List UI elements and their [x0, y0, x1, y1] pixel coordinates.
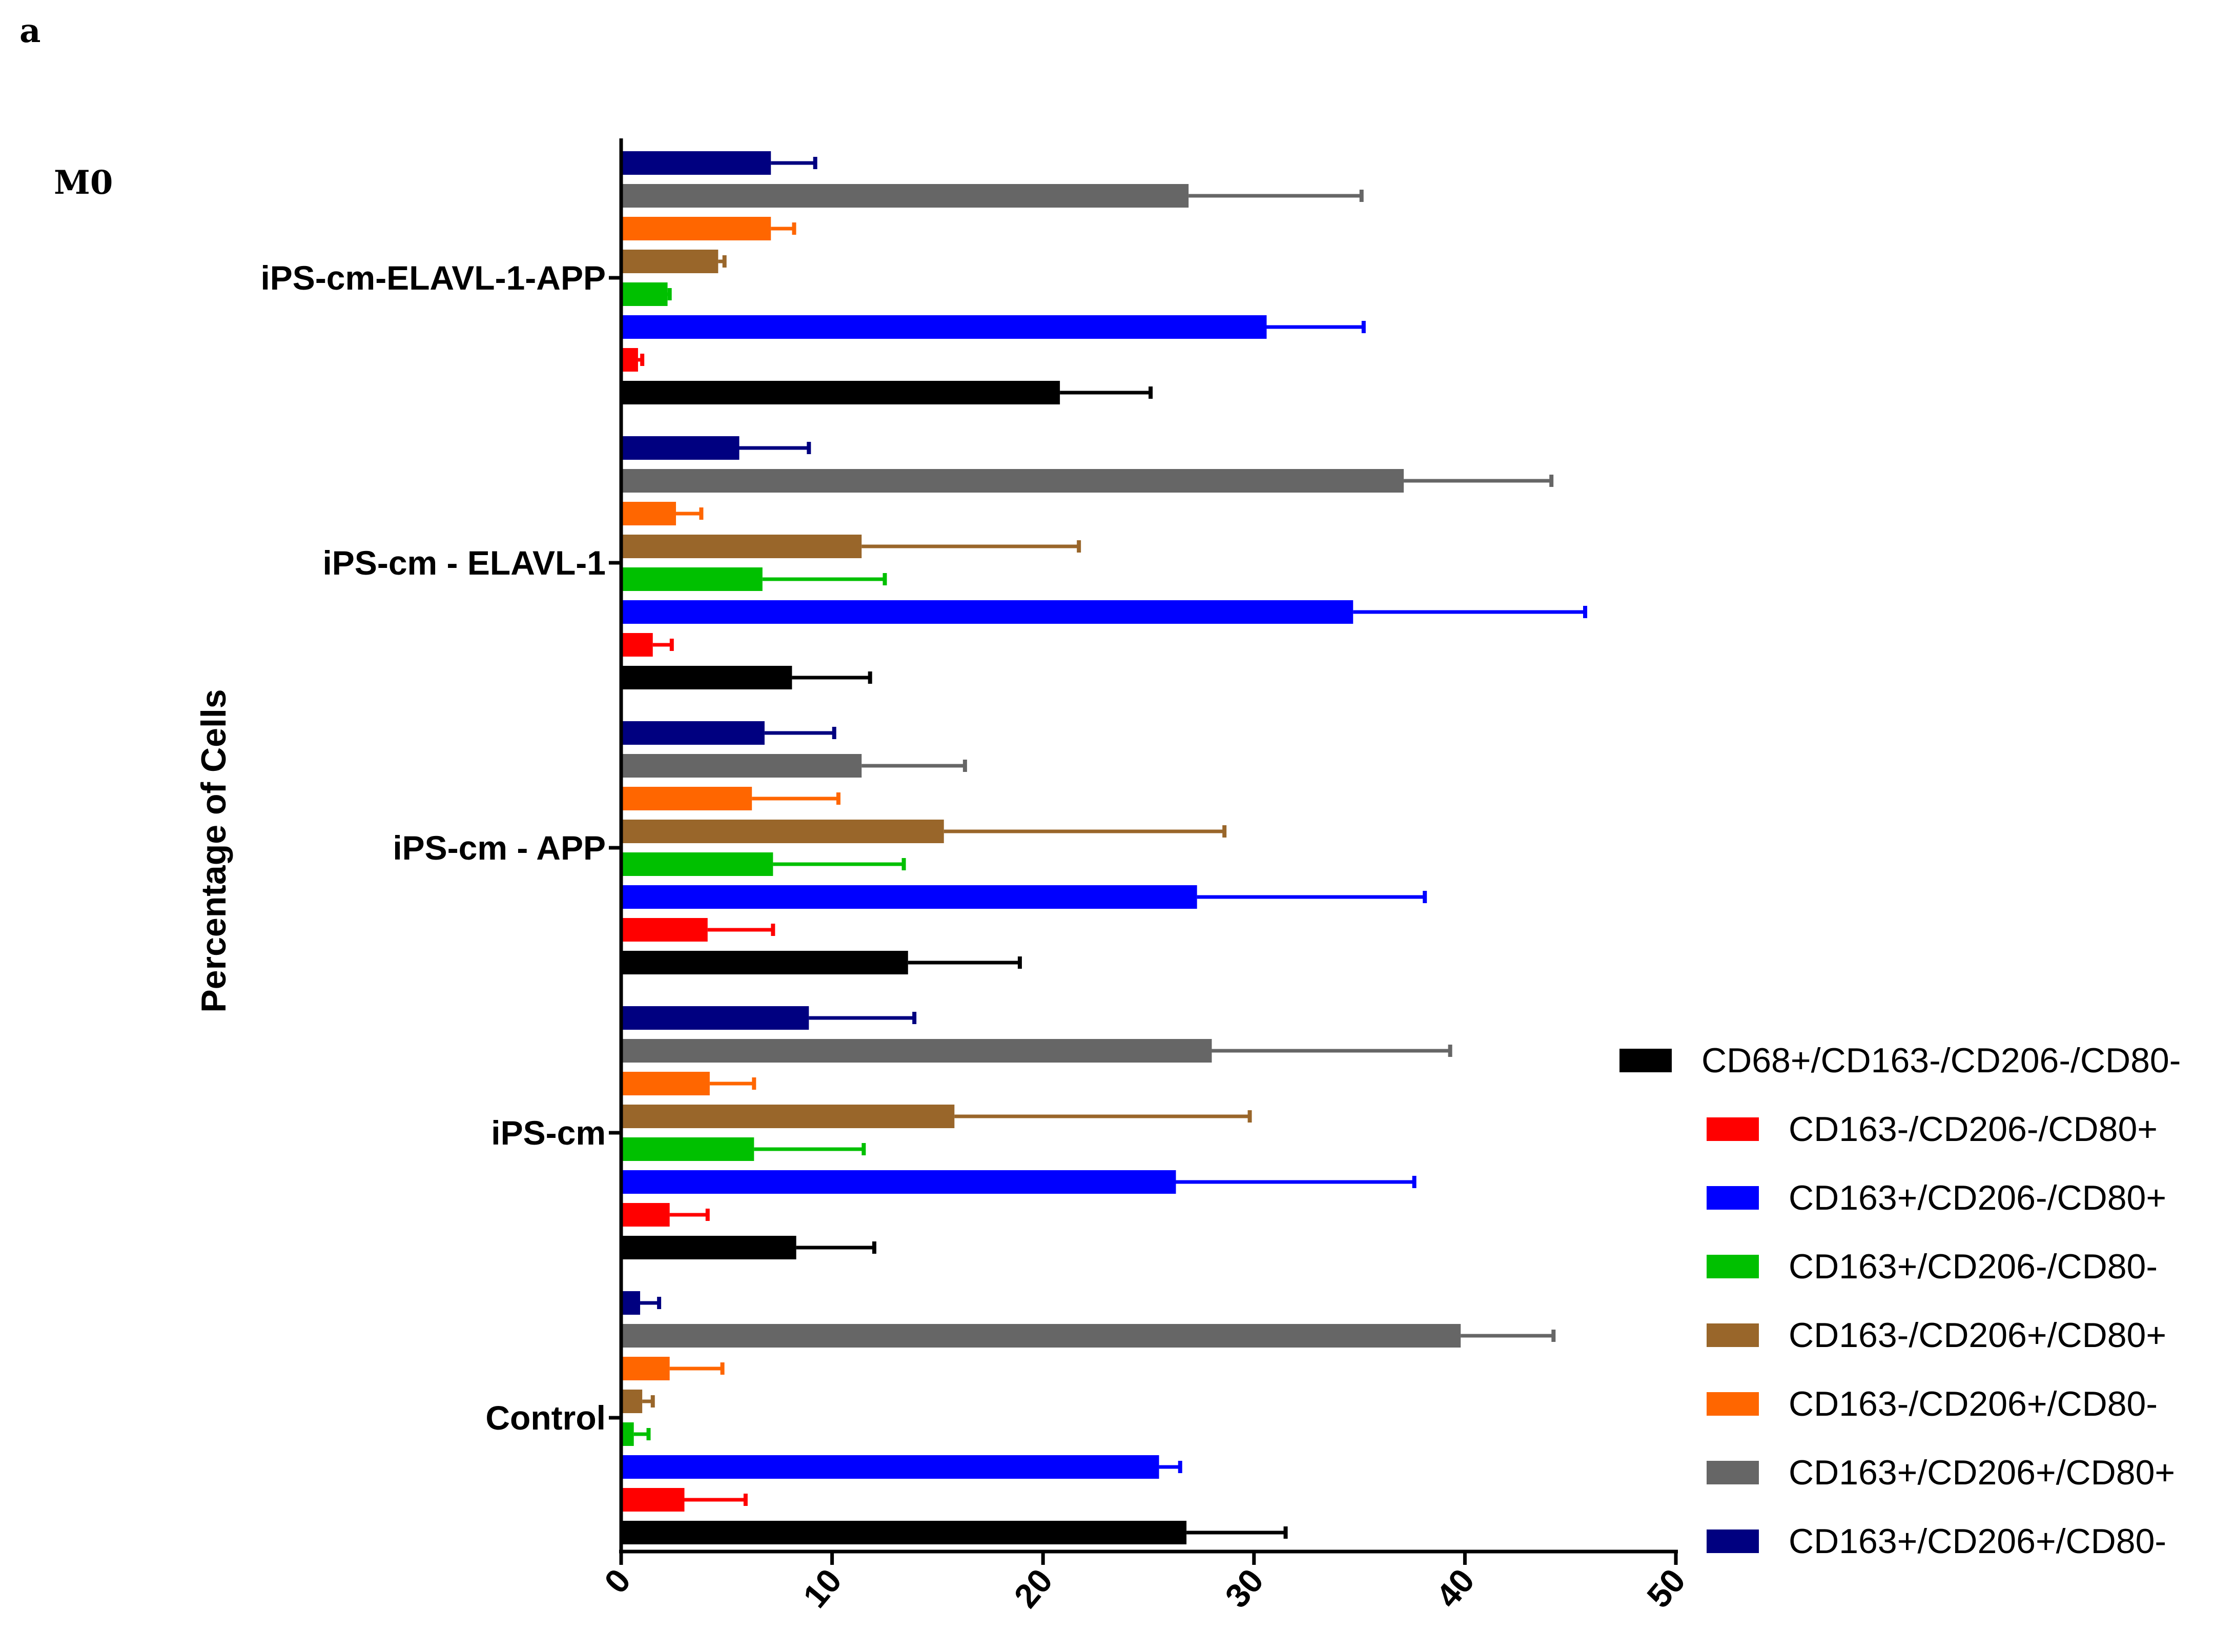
bar-control-cd163-cd206-cd80	[621, 1324, 1461, 1348]
bar-ips-cm-cd163-cd206-cd80	[621, 1137, 754, 1161]
bar-ips-cm-elavl-1-app-cd163-cd206-cd80	[621, 217, 771, 240]
bars-layer	[621, 151, 1588, 1544]
x-tick-label: 20	[1007, 1561, 1060, 1615]
bar-ips-cm-cd163-cd206-cd80	[621, 1006, 809, 1030]
bar-control-cd163-cd206-cd80	[621, 1291, 641, 1315]
bar-ips-cm-app-cd163-cd206-cd80	[621, 754, 862, 778]
bar-ips-cm-elavl-1-cd163-cd206-cd80	[621, 469, 1404, 493]
chart-title: M0	[54, 164, 113, 202]
bar-ips-cm-elavl-1-cd163-cd206-cd80	[621, 633, 653, 657]
legend-swatch-cd163-cd206-cd80	[1707, 1186, 1759, 1210]
legend-label-cd68-cd163-cd206-cd80: CD68+/CD163-/CD206-/CD80-	[1701, 1041, 2181, 1080]
legend-swatch-cd163-cd206-cd80	[1707, 1117, 1759, 1141]
bar-ips-cm-app-cd163-cd206-cd80	[621, 918, 708, 942]
panel-label: a	[19, 12, 40, 50]
legend-swatch-cd163-cd206-cd80	[1707, 1323, 1759, 1347]
legend-label-cd163-cd206-cd80: CD163+/CD206+/CD80-	[1789, 1522, 2166, 1561]
bar-ips-cm-elavl-1-app-cd163-cd206-cd80	[621, 184, 1189, 208]
x-tick-label: 50	[1639, 1561, 1693, 1615]
bar-ips-cm-app-cd163-cd206-cd80	[621, 885, 1197, 909]
legend-swatch-cd163-cd206-cd80	[1707, 1392, 1759, 1416]
bar-ips-cm-elavl-1-app-cd68-cd163-cd206-cd80	[621, 381, 1060, 404]
bar-ips-cm-app-cd163-cd206-cd80	[621, 787, 752, 810]
bar-ips-cm-cd68-cd163-cd206-cd80	[621, 1236, 796, 1259]
bar-ips-cm-elavl-1-cd163-cd206-cd80	[621, 567, 763, 591]
legend-swatch-cd68-cd163-cd206-cd80	[1619, 1049, 1672, 1072]
category-label: iPS-cm - ELAVL-1	[322, 544, 606, 582]
bar-ips-cm-elavl-1-app-cd163-cd206-cd80	[621, 315, 1267, 339]
x-tick-label: 10	[795, 1561, 849, 1615]
legend-label-cd163-cd206-cd80: CD163-/CD206+/CD80-	[1789, 1384, 2158, 1423]
bar-ips-cm-cd163-cd206-cd80	[621, 1170, 1176, 1194]
axes-layer: Control iPS-cm iPS-cm - APP iPS-cm - ELAVL-…	[260, 138, 1693, 1615]
legend-label-cd163-cd206-cd80: CD163+/CD206-/CD80-	[1789, 1247, 2158, 1286]
bar-ips-cm-cd163-cd206-cd80	[621, 1039, 1212, 1063]
bar-ips-cm-app-cd163-cd206-cd80	[621, 721, 765, 745]
bar-ips-cm-elavl-1-cd163-cd206-cd80	[621, 436, 740, 460]
bar-ips-cm-app-cd68-cd163-cd206-cd80	[621, 951, 908, 974]
bar-control-cd163-cd206-cd80	[621, 1422, 634, 1446]
bar-ips-cm-elavl-1-cd163-cd206-cd80	[621, 502, 676, 525]
x-tick-label: 0	[597, 1561, 638, 1600]
bar-ips-cm-elavl-1-cd163-cd206-cd80	[621, 600, 1353, 624]
bar-ips-cm-cd163-cd206-cd80	[621, 1203, 670, 1227]
bar-ips-cm-elavl-1-app-cd163-cd206-cd80	[621, 282, 668, 306]
bar-ips-cm-elavl-1-app-cd163-cd206-cd80	[621, 250, 719, 273]
category-label: iPS-cm	[491, 1114, 606, 1152]
bar-control-cd68-cd163-cd206-cd80	[621, 1521, 1187, 1544]
legend-label-cd163-cd206-cd80: CD163-/CD206+/CD80+	[1789, 1316, 2166, 1355]
legend-label-cd163-cd206-cd80: CD163+/CD206+/CD80+	[1789, 1453, 2175, 1492]
bar-control-cd163-cd206-cd80	[621, 1357, 670, 1380]
x-tick-label: 30	[1218, 1561, 1271, 1615]
bar-ips-cm-app-cd163-cd206-cd80	[621, 852, 773, 876]
bar-ips-cm-elavl-1-app-cd163-cd206-cd80	[621, 151, 771, 175]
legend: CD68+/CD163-/CD206-/CD80- CD163-/CD206-/C…	[1619, 1041, 2181, 1561]
legend-swatch-cd163-cd206-cd80	[1707, 1461, 1759, 1484]
legend-swatch-cd163-cd206-cd80	[1707, 1529, 1759, 1553]
y-axis-title: Percentage of Cells	[194, 689, 233, 1012]
bar-control-cd163-cd206-cd80	[621, 1455, 1159, 1479]
category-label: Control	[485, 1399, 606, 1437]
bar-ips-cm-cd163-cd206-cd80	[621, 1105, 955, 1128]
bar-ips-cm-app-cd163-cd206-cd80	[621, 820, 944, 843]
bar-ips-cm-elavl-1-cd163-cd206-cd80	[621, 535, 862, 558]
bar-control-cd163-cd206-cd80	[621, 1390, 643, 1413]
category-label: iPS-cm - APP	[393, 829, 606, 867]
bar-ips-cm-elavl-1-cd68-cd163-cd206-cd80	[621, 666, 792, 689]
legend-label-cd163-cd206-cd80: CD163-/CD206-/CD80+	[1789, 1110, 2158, 1149]
x-tick-label: 40	[1428, 1561, 1482, 1615]
bar-control-cd163-cd206-cd80	[621, 1488, 685, 1512]
bar-ips-cm-cd163-cd206-cd80	[621, 1072, 710, 1095]
category-label: iPS-cm-ELAVL-1-APP	[260, 259, 606, 297]
bar-ips-cm-elavl-1-app-cd163-cd206-cd80	[621, 348, 638, 372]
legend-swatch-cd163-cd206-cd80	[1707, 1255, 1759, 1278]
legend-label-cd163-cd206-cd80: CD163+/CD206-/CD80+	[1789, 1178, 2166, 1217]
